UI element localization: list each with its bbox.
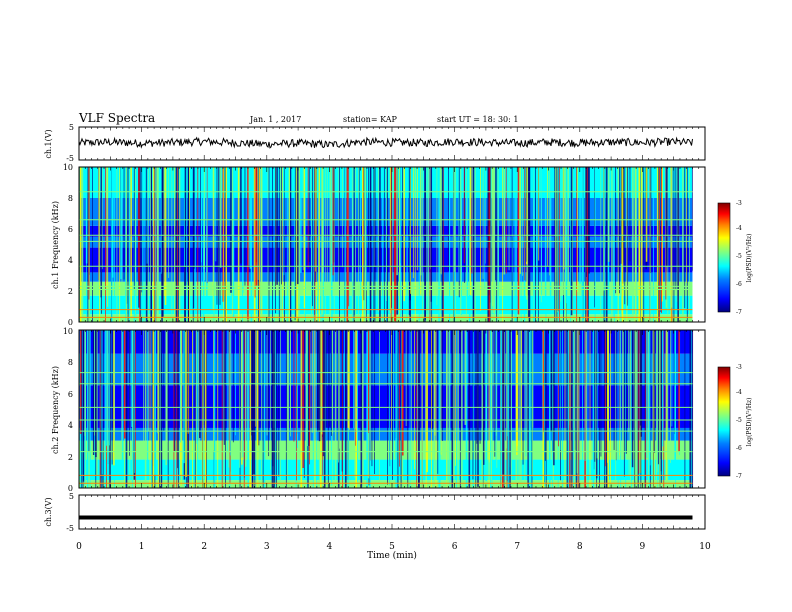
xtick-4: 4	[327, 542, 333, 552]
x-axis: 0 1 2 3 4 5 6 7 8 9 10 Time (min)	[76, 542, 711, 561]
ch3-waveform-panel: 5 -5 ch.3(V)	[44, 492, 706, 533]
ch1-freq-ylabel: ch.1 Frequency (kHz)	[51, 201, 60, 289]
ch1-ytick-bottom: -5	[66, 154, 74, 163]
spectrogram-band	[79, 480, 693, 488]
ch1-freq-tick-10: 10	[63, 163, 73, 172]
ch2-colorbar-label: log(PSD)(V²/Hz)	[746, 398, 753, 447]
xtick-3: 3	[264, 542, 270, 552]
xtick-9: 9	[640, 542, 646, 552]
ch1-colorbar	[717, 202, 731, 313]
ch2-cbar-tick-m5: -5	[736, 417, 742, 424]
ch2-freq-tick-8: 8	[68, 358, 73, 367]
ch1-waveform-panel: 5 -5 ch.1(V)	[44, 123, 706, 163]
ch2-freq-tick-2: 2	[68, 453, 73, 462]
spectrogram-band	[79, 314, 693, 322]
ch1-cbar-tick-m7: -7	[736, 309, 742, 316]
ch1-ylabel: ch.1(V)	[44, 129, 53, 158]
ch1-waveform-line	[78, 136, 693, 149]
spectrogram-band	[79, 459, 693, 481]
spectrogram-band	[79, 353, 693, 386]
ch2-cbar-tick-m7: -7	[736, 473, 742, 480]
ch1-ytick-top: 5	[69, 123, 74, 132]
ch1-freq-tick-6: 6	[68, 225, 73, 234]
spectrogram-band	[79, 440, 693, 460]
spectrogram-band	[79, 247, 693, 273]
ch1-spectrogram	[78, 167, 693, 322]
ch2-spectrogram	[79, 330, 694, 488]
spectrogram-band	[79, 236, 693, 248]
figure-title: VLF Spectra	[78, 111, 155, 125]
ch1-colorbar-label: log(PSD)(V²/Hz)	[746, 234, 753, 283]
xtick-2: 2	[201, 542, 207, 552]
ch1-freq-tick-4: 4	[68, 256, 73, 265]
xtick-6: 6	[452, 542, 458, 552]
ch3-ytick-bottom: -5	[66, 524, 74, 533]
time-tick-marks	[78, 127, 706, 529]
ch1-freq-tick-8: 8	[68, 194, 73, 203]
ch2-freq-tick-4: 4	[68, 421, 73, 430]
ch1-cbar-tick-m5: -5	[736, 253, 742, 260]
xtick-8: 8	[577, 542, 583, 552]
ch2-freq-tick-6: 6	[68, 390, 73, 399]
spectrogram-band	[79, 330, 693, 354]
spectrogram-band	[79, 198, 693, 226]
spectrogram-band	[79, 225, 693, 237]
xtick-1: 1	[139, 542, 145, 552]
ch2-freq-tick-10: 10	[63, 327, 73, 336]
xtick-7: 7	[514, 542, 520, 552]
ch3-ylabel: ch.3(V)	[44, 497, 53, 526]
ch2-cbar-tick-m6: -6	[736, 445, 742, 452]
ch1-spectrogram-panel: 0 2 4 6 8 10 ch.1 Frequency (kHz) -3 -4 …	[51, 163, 753, 327]
spectrogram-band	[79, 427, 693, 441]
ch1-cbar-tick-m3: -3	[736, 200, 742, 207]
ch1-cbar-tick-m6: -6	[736, 281, 742, 288]
ch3-waveform-frame	[78, 494, 706, 530]
ch1-freq-tick-2: 2	[68, 287, 73, 296]
xtick-0: 0	[76, 542, 82, 552]
date-label: Jan. 1 , 2017	[249, 115, 301, 124]
ch2-spectrogram-panel: 0 2 4 6 8 10 ch.2 Frequency (kHz) -3 -4 …	[51, 327, 753, 493]
ch1-cbar-tick-m4: -4	[736, 225, 742, 232]
spectrogram-band	[79, 385, 693, 428]
ch2-cbar-tick-m3: -3	[736, 364, 742, 371]
start-time-label: start UT = 18: 30: 1	[437, 115, 518, 124]
ch2-cbar-tick-m4: -4	[736, 389, 742, 396]
ch2-freq-ylabel: ch.2 Frequency (kHz)	[51, 366, 60, 454]
ch3-ytick-top: 5	[69, 492, 74, 501]
x-axis-label: Time (min)	[367, 550, 417, 561]
spectrogram-band	[79, 272, 693, 282]
xtick-5: 5	[389, 542, 395, 552]
xtick-10: 10	[699, 542, 711, 552]
ch2-freq-tick-0: 0	[68, 484, 73, 493]
ch1-freq-tick-0: 0	[68, 318, 73, 327]
spectrogram-band	[79, 167, 693, 198]
ch2-colorbar	[717, 366, 731, 477]
station-label: station= KAP	[343, 115, 398, 124]
